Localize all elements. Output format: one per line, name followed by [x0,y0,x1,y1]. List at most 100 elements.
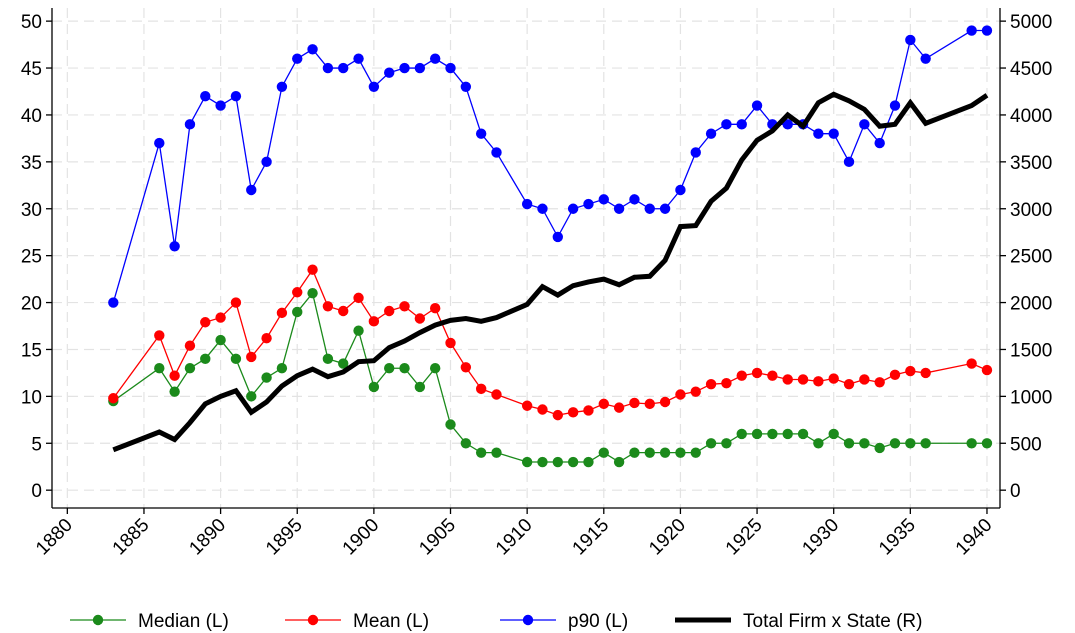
data-point [813,438,824,449]
data-point [414,313,426,324]
data-point [675,447,686,458]
data-point [491,447,502,458]
data-point [230,297,242,308]
data-point [690,386,701,397]
data-point [981,25,993,36]
data-point [736,370,747,381]
data-point [353,325,364,336]
y-tick-label: 50 [21,12,42,33]
data-point [292,287,303,298]
data-point [399,62,410,74]
data-point [200,353,211,365]
data-point [736,428,747,440]
data-point [368,381,380,393]
x-tick-label: 1880 [32,515,77,560]
y-tick-label: 45 [21,59,42,80]
legend-label: Total Firm x State (R) [743,611,922,632]
data-point [276,307,288,319]
data-point [521,400,533,411]
data-point [414,381,426,393]
data-point [813,128,824,139]
data-point [276,81,288,92]
data-point [920,53,931,64]
data-point [338,358,349,369]
data-point [184,119,196,130]
data-point [154,330,165,341]
y2-tick-label: 500 [1010,434,1042,455]
data-point [751,100,763,111]
x-tick-label: 1900 [339,515,384,560]
data-point [690,147,701,158]
x-tick-label: 1940 [952,515,997,560]
data-point [338,62,349,74]
y2-tick-label: 4500 [1010,59,1052,80]
data-point [828,428,839,440]
y-tick-label: 40 [21,106,42,127]
data-point [200,317,211,328]
data-point [920,367,931,379]
data-point [322,62,334,74]
y-tick-label: 5 [31,434,42,455]
data-point [475,383,487,395]
data-point [414,62,426,74]
data-point [797,428,809,440]
data-point [659,203,671,214]
data-point [828,128,839,139]
y2-tick-label: 1500 [1010,340,1052,361]
data-point [613,456,625,468]
data-point [583,198,594,210]
data-point [721,438,732,449]
data-point [905,438,916,449]
x-tick-label: 1895 [262,515,307,560]
data-point [246,391,257,402]
data-point [797,374,809,385]
x-tick-label: 1910 [492,515,537,560]
data-point [108,297,119,308]
data-point [721,378,732,389]
data-point [782,374,793,385]
data-point [429,363,441,374]
y2-tick-label: 2500 [1010,247,1052,268]
x-tick-label: 1920 [645,515,690,560]
y2-tick-label: 5000 [1010,12,1052,33]
data-point [613,203,625,214]
data-point [246,184,257,196]
data-point [445,419,456,430]
data-point [843,438,855,449]
data-point [889,438,901,449]
data-point [537,456,548,468]
data-point [751,428,763,440]
data-point [154,137,165,149]
data-point [629,194,640,205]
data-point [292,53,303,64]
data-point [567,456,579,468]
data-point [613,402,625,413]
data-point [399,301,410,312]
data-point [230,90,242,102]
data-point [521,198,533,210]
data-point [215,312,226,323]
data-point [445,62,456,74]
y2-tick-label: 1000 [1010,387,1052,408]
data-point [705,378,717,390]
data-point [705,438,717,449]
legend-marker [92,614,104,626]
data-point [966,358,977,369]
data-point [659,396,671,408]
series-line [112,291,987,463]
data-point [230,353,242,365]
data-point [874,442,885,454]
data-point [460,438,472,449]
data-point [307,44,318,55]
data-point [460,81,472,92]
data-point [583,405,594,416]
data-point [399,363,410,374]
data-point [215,100,226,111]
data-point [460,362,472,373]
x-tick-label: 1925 [722,515,767,560]
data-point [583,456,594,468]
data-point [552,231,564,243]
data-point [322,353,334,365]
data-point [429,302,441,314]
data-point [644,447,655,458]
